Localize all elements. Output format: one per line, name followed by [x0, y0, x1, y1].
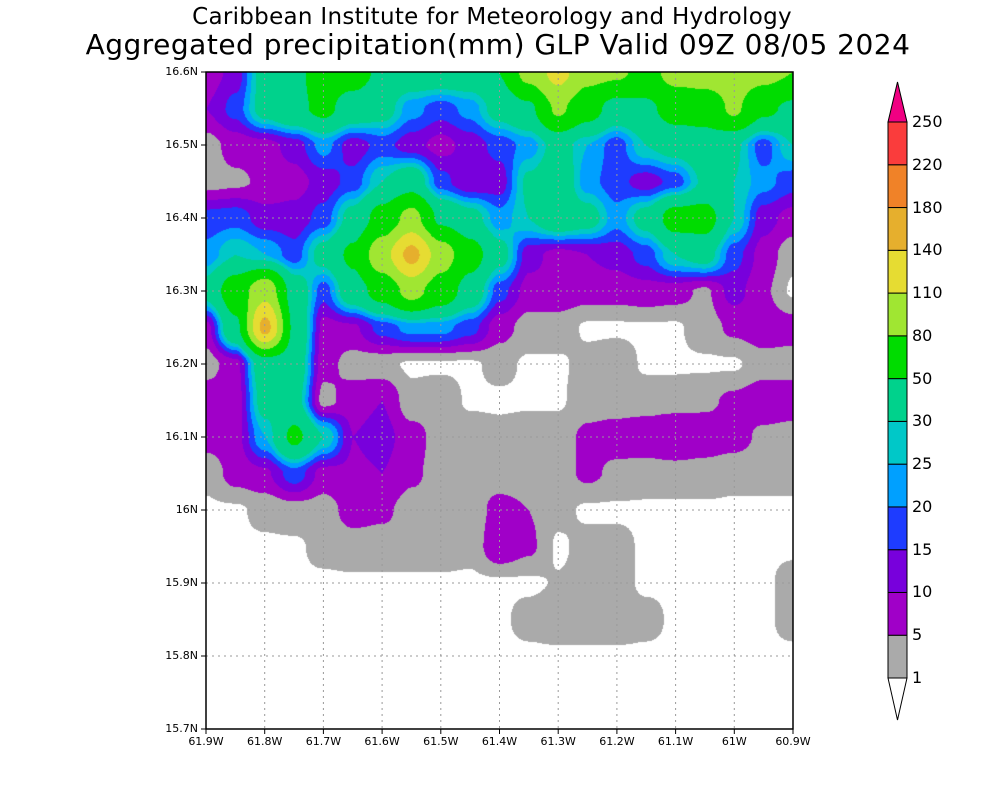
lon-tick-label: 61W	[721, 735, 747, 748]
colorbar-label: 1	[912, 668, 923, 687]
colorbar-swatch	[887, 549, 908, 593]
colorbar-label: 15	[912, 539, 933, 559]
lat-tick-label: 15.9N	[165, 576, 198, 589]
colorbar-swatch	[887, 164, 908, 209]
colorbar-swatch	[887, 420, 908, 465]
colorbar-bottom-arrow	[887, 677, 908, 721]
colorbar-swatch	[887, 634, 908, 679]
institute-title: Caribbean Institute for Meteorology and …	[192, 4, 792, 30]
colorbar-label: 30	[912, 411, 933, 431]
lat-tick-label: 16.4N	[165, 211, 198, 224]
lon-tick-label: 61.4W	[481, 735, 518, 748]
colorbar-label: 250	[912, 112, 943, 131]
colorbar-swatch	[887, 591, 908, 636]
lon-tick-label: 60.9W	[775, 735, 811, 748]
lat-tick-label: 16.6N	[165, 65, 198, 78]
colorbar-label: 25	[912, 454, 933, 474]
lon-tick-label: 61.9W	[188, 735, 224, 748]
lon-tick-label: 61.6W	[364, 735, 400, 748]
lon-tick-label: 61.8W	[247, 735, 283, 748]
lat-tick-label: 16N	[175, 503, 198, 516]
colorbar-label: 10	[912, 582, 933, 602]
map-title: Aggregated precipitation(mm) GLP Valid 0…	[85, 28, 911, 61]
lon-tick-label: 61.5W	[423, 735, 459, 748]
colorbar-swatch	[887, 335, 908, 380]
lat-tick-label: 15.7N	[165, 722, 198, 735]
colorbar-label: 220	[912, 154, 943, 174]
colorbar-label: 110	[912, 283, 943, 303]
colorbar-swatch	[887, 463, 908, 508]
colorbar-label: 140	[912, 240, 943, 260]
colorbar-label: 5	[912, 625, 923, 645]
lat-tick-label: 16.1N	[165, 430, 198, 443]
lon-tick-label: 61.3W	[540, 735, 576, 748]
lat-tick-label: 16.5N	[165, 138, 198, 151]
lat-tick-label: 16.3N	[165, 284, 198, 297]
lat-tick-label: 16.2N	[165, 357, 198, 370]
lat-tick-label: 15.8N	[165, 649, 198, 662]
lon-tick-label: 61.2W	[599, 735, 635, 748]
colorbar-swatch	[887, 292, 908, 337]
colorbar-label: 80	[912, 325, 933, 345]
colorbar-swatch	[887, 249, 908, 294]
colorbar-swatch	[887, 207, 908, 251]
colorbar-swatch	[887, 506, 908, 551]
colorbar-top-arrow	[887, 81, 908, 123]
lon-tick-label: 61.1W	[657, 735, 694, 748]
colorbar-swatch	[887, 378, 908, 422]
colorbar-label: 20	[912, 496, 933, 516]
colorbar-swatch	[887, 121, 908, 166]
colorbar-label: 180	[912, 197, 943, 217]
lon-tick-label: 61.7W	[305, 735, 342, 748]
colorbar-label: 50	[912, 368, 933, 388]
